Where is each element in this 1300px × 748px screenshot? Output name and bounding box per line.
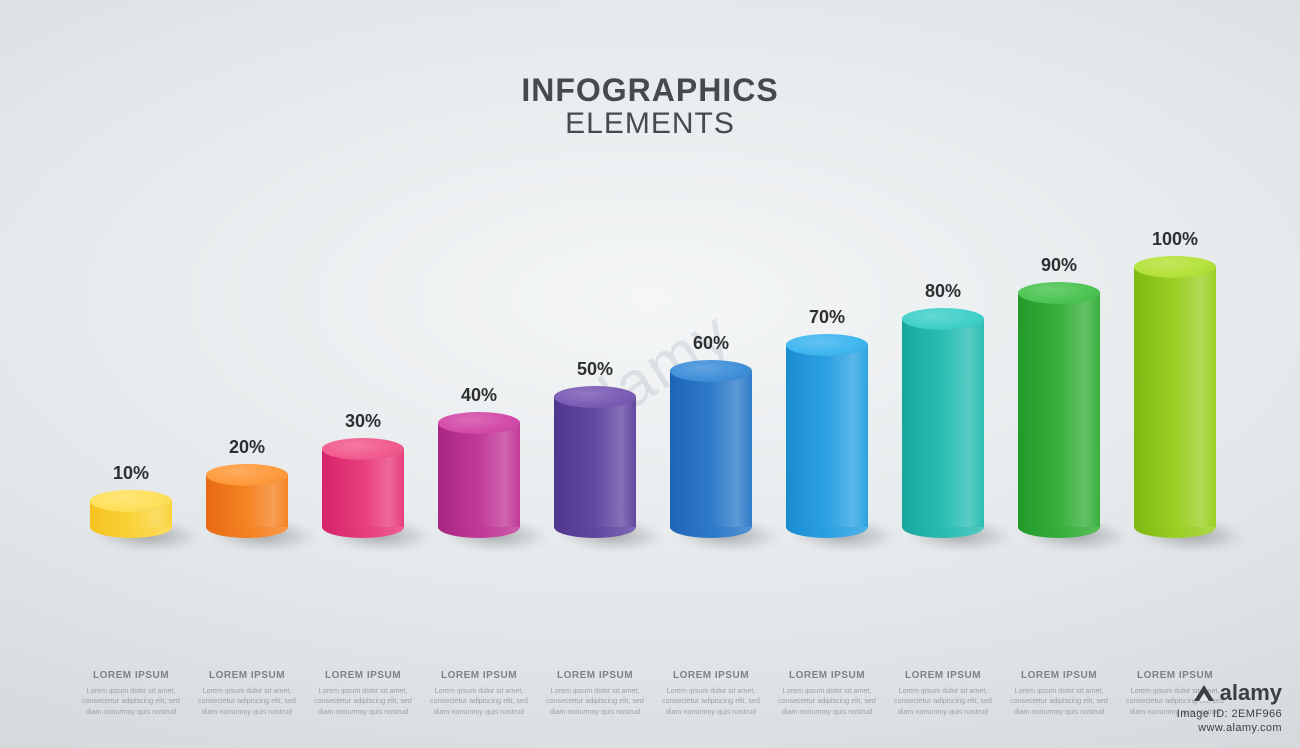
caption-block: LOREM IPSUM Lorem ipsum dolor sit amet, c… xyxy=(195,670,299,717)
caption-heading: LOREM IPSUM xyxy=(427,670,531,681)
alamy-logo-icon xyxy=(1194,685,1214,701)
cylinder-top-cap xyxy=(206,464,288,486)
cylinder-body xyxy=(902,319,984,527)
cylinder-top-cap xyxy=(786,334,868,356)
caption-body: Lorem ipsum dolor sit amet, consectetur … xyxy=(311,686,415,717)
caption-heading: LOREM IPSUM xyxy=(775,670,879,681)
caption-body: Lorem ipsum dolor sit amet, consectetur … xyxy=(79,686,183,717)
caption-heading: LOREM IPSUM xyxy=(891,670,995,681)
alamy-logo-text: alamy xyxy=(1220,680,1282,706)
caption-block: LOREM IPSUM Lorem ipsum dolor sit amet, c… xyxy=(1007,670,1111,717)
cylinder-body xyxy=(1018,293,1100,527)
caption-body: Lorem ipsum dolor sit amet, consectetur … xyxy=(775,686,879,717)
caption-heading: LOREM IPSUM xyxy=(195,670,299,681)
cylinder-top-cap xyxy=(554,386,636,408)
cylinder-body xyxy=(1134,267,1216,527)
cylinder-percent-label: 10% xyxy=(90,463,172,484)
caption-body: Lorem ipsum dolor sit amet, consectetur … xyxy=(891,686,995,717)
cylinder-body xyxy=(322,449,404,527)
watermark-corner: alamy Image ID: 2EMF966 www.alamy.com xyxy=(1177,680,1282,734)
caption-body: Lorem ipsum dolor sit amet, consectetur … xyxy=(195,686,299,717)
title-line-1: INFOGRAPHICS xyxy=(0,72,1300,109)
caption-body: Lorem ipsum dolor sit amet, consectetur … xyxy=(1007,686,1111,717)
caption-block: LOREM IPSUM Lorem ipsum dolor sit amet, c… xyxy=(427,670,531,717)
caption-block: LOREM IPSUM Lorem ipsum dolor sit amet, c… xyxy=(311,670,415,717)
caption-block: LOREM IPSUM Lorem ipsum dolor sit amet, c… xyxy=(891,670,995,717)
cylinder-percent-label: 80% xyxy=(902,281,984,302)
image-id: Image ID: 2EMF966 xyxy=(1177,708,1282,720)
cylinder-percent-label: 100% xyxy=(1134,229,1216,250)
cylinder-percent-label: 30% xyxy=(322,411,404,432)
caption-heading: LOREM IPSUM xyxy=(543,670,647,681)
cylinder-top-cap xyxy=(90,490,172,512)
caption-body: Lorem ipsum dolor sit amet, consectetur … xyxy=(543,686,647,717)
cylinder-top-cap xyxy=(670,360,752,382)
caption-body: Lorem ipsum dolor sit amet, consectetur … xyxy=(427,686,531,717)
cylinder-percent-label: 40% xyxy=(438,385,520,406)
page-title: INFOGRAPHICS ELEMENTS xyxy=(0,72,1300,141)
caption-block: LOREM IPSUM Lorem ipsum dolor sit amet, c… xyxy=(775,670,879,717)
cylinder-body xyxy=(670,371,752,527)
caption-heading: LOREM IPSUM xyxy=(1007,670,1111,681)
cylinder-top-cap xyxy=(1134,256,1216,278)
caption-heading: LOREM IPSUM xyxy=(659,670,763,681)
title-line-2: ELEMENTS xyxy=(0,107,1300,141)
cylinder-top-cap xyxy=(322,438,404,460)
cylinder-bar-chart: 10% 20% 30% 40% 50% 60% 70% 80% 90% 100% xyxy=(0,188,1300,538)
cylinder-percent-label: 60% xyxy=(670,333,752,354)
cylinder-body xyxy=(554,397,636,527)
caption-body: Lorem ipsum dolor sit amet, consectetur … xyxy=(659,686,763,717)
cylinder-percent-label: 20% xyxy=(206,437,288,458)
image-url: www.alamy.com xyxy=(1177,722,1282,734)
cylinder-top-cap xyxy=(1018,282,1100,304)
caption-block: LOREM IPSUM Lorem ipsum dolor sit amet, c… xyxy=(79,670,183,717)
caption-heading: LOREM IPSUM xyxy=(79,670,183,681)
caption-heading: LOREM IPSUM xyxy=(311,670,415,681)
alamy-logo: alamy xyxy=(1194,680,1282,706)
cylinder-percent-label: 50% xyxy=(554,359,636,380)
cylinder-body xyxy=(438,423,520,527)
caption-block: LOREM IPSUM Lorem ipsum dolor sit amet, c… xyxy=(659,670,763,717)
cylinder-body xyxy=(786,345,868,527)
cylinder-top-cap xyxy=(902,308,984,330)
caption-block: LOREM IPSUM Lorem ipsum dolor sit amet, c… xyxy=(543,670,647,717)
cylinder-percent-label: 90% xyxy=(1018,255,1100,276)
cylinder-top-cap xyxy=(438,412,520,434)
cylinder-percent-label: 70% xyxy=(786,307,868,328)
